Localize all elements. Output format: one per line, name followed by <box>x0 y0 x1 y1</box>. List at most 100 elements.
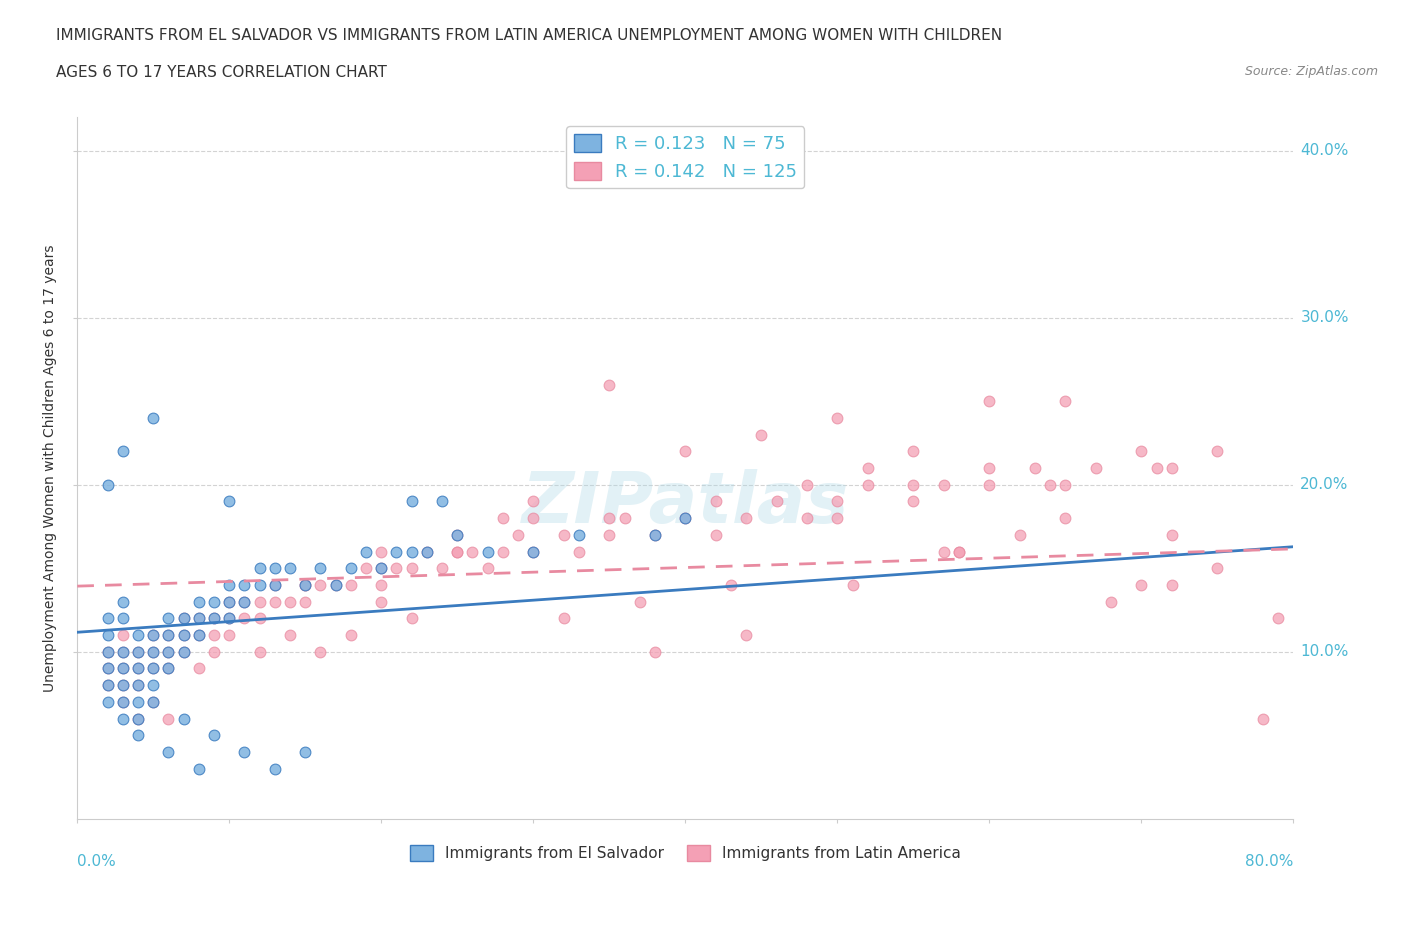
Point <box>1084 460 1107 475</box>
Point <box>401 544 423 559</box>
Point <box>157 711 180 726</box>
Point <box>1054 511 1077 525</box>
Point <box>127 661 149 676</box>
Point <box>628 594 651 609</box>
Point <box>173 628 195 643</box>
Point <box>903 444 925 458</box>
Point <box>294 578 316 592</box>
Point <box>401 561 423 576</box>
Point <box>157 611 180 626</box>
Point <box>1160 527 1182 542</box>
Point <box>264 762 287 777</box>
Point <box>1146 460 1168 475</box>
Point <box>673 444 696 458</box>
Point <box>735 628 758 643</box>
Point <box>354 544 377 559</box>
Point <box>233 594 256 609</box>
Point <box>932 544 955 559</box>
Point <box>127 644 149 659</box>
Point <box>430 561 453 576</box>
Point <box>903 477 925 492</box>
Point <box>218 494 240 509</box>
Point <box>127 678 149 693</box>
Point <box>827 511 849 525</box>
Point <box>173 611 195 626</box>
Point <box>187 628 209 643</box>
Point <box>841 578 863 592</box>
Point <box>309 644 332 659</box>
Point <box>903 494 925 509</box>
Point <box>278 628 301 643</box>
Point <box>401 611 423 626</box>
Point <box>187 611 209 626</box>
Point <box>187 594 209 609</box>
Point <box>385 544 408 559</box>
Point <box>325 578 347 592</box>
Point <box>142 661 165 676</box>
Point <box>111 444 134 458</box>
Point <box>553 611 575 626</box>
Point <box>111 678 134 693</box>
Point <box>354 561 377 576</box>
Point <box>948 544 970 559</box>
Point <box>370 544 392 559</box>
Point <box>979 460 1001 475</box>
Point <box>157 644 180 659</box>
Point <box>142 628 165 643</box>
Point <box>249 611 271 626</box>
Text: 30.0%: 30.0% <box>1301 311 1348 325</box>
Point <box>461 544 484 559</box>
Text: Source: ZipAtlas.com: Source: ZipAtlas.com <box>1244 65 1378 78</box>
Point <box>111 661 134 676</box>
Point <box>416 544 439 559</box>
Point <box>1130 578 1153 592</box>
Point <box>218 594 240 609</box>
Point <box>385 561 408 576</box>
Point <box>111 678 134 693</box>
Point <box>97 477 120 492</box>
Point <box>97 611 120 626</box>
Point <box>720 578 742 592</box>
Point <box>173 644 195 659</box>
Point <box>309 561 332 576</box>
Point <box>218 611 240 626</box>
Point <box>522 511 544 525</box>
Point <box>142 695 165 710</box>
Point <box>1054 477 1077 492</box>
Point <box>264 578 287 592</box>
Point <box>187 762 209 777</box>
Point <box>157 661 180 676</box>
Point <box>796 511 818 525</box>
Point <box>187 611 209 626</box>
Point <box>430 494 453 509</box>
Point <box>127 661 149 676</box>
Point <box>446 544 468 559</box>
Point <box>97 678 120 693</box>
Point <box>856 460 879 475</box>
Point <box>568 527 591 542</box>
Point <box>340 578 363 592</box>
Point <box>979 393 1001 408</box>
Point <box>97 644 120 659</box>
Point <box>309 578 332 592</box>
Text: 20.0%: 20.0% <box>1301 477 1348 492</box>
Point <box>340 561 363 576</box>
Text: 80.0%: 80.0% <box>1244 854 1294 869</box>
Point <box>370 594 392 609</box>
Point <box>673 511 696 525</box>
Point <box>856 477 879 492</box>
Point <box>142 410 165 425</box>
Text: 10.0%: 10.0% <box>1301 644 1348 659</box>
Point <box>446 544 468 559</box>
Point <box>111 628 134 643</box>
Point <box>1008 527 1031 542</box>
Point <box>827 410 849 425</box>
Point <box>1054 393 1077 408</box>
Point <box>749 427 772 442</box>
Point <box>173 628 195 643</box>
Point <box>127 644 149 659</box>
Point <box>97 661 120 676</box>
Point <box>127 711 149 726</box>
Point <box>97 695 120 710</box>
Point <box>111 594 134 609</box>
